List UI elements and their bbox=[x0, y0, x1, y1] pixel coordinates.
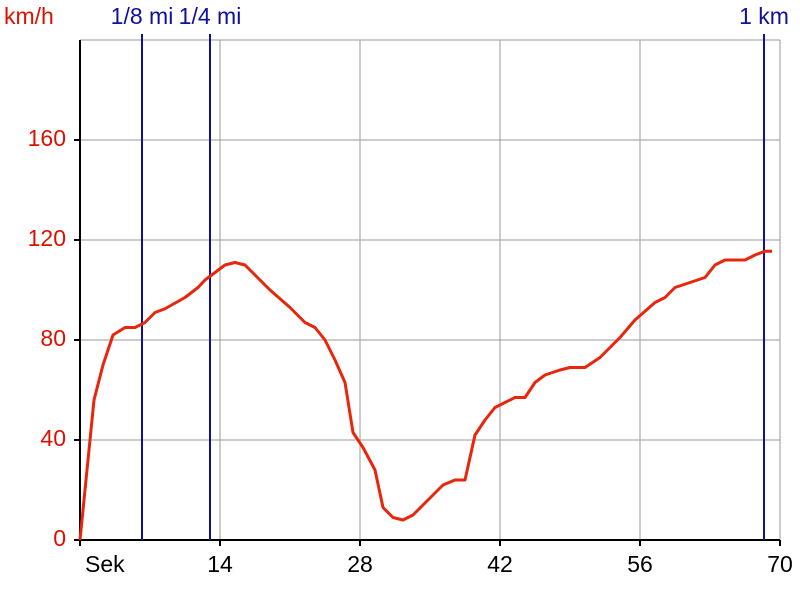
distance-marker-label: 1 km bbox=[739, 3, 789, 29]
y-tick-label: 120 bbox=[28, 225, 66, 251]
x-tick-label: 28 bbox=[347, 551, 373, 577]
y-tick-label: 160 bbox=[28, 125, 66, 151]
speed-line bbox=[78, 249, 772, 541]
x-tick-label: Sek bbox=[85, 551, 125, 577]
y-tick-label: 40 bbox=[40, 425, 66, 451]
y-tick-label: 80 bbox=[40, 325, 66, 351]
x-tick-label: 56 bbox=[627, 551, 653, 577]
x-tick-label: 14 bbox=[207, 551, 233, 577]
distance-marker-label: 1/8 mi bbox=[111, 3, 174, 29]
x-tick-label: 42 bbox=[487, 551, 513, 577]
y-axis-label: km/h bbox=[4, 3, 54, 29]
distance-marker-label: 1/4 mi bbox=[179, 3, 242, 29]
y-tick-label: 0 bbox=[53, 525, 66, 551]
x-tick-label: 70 bbox=[767, 551, 793, 577]
